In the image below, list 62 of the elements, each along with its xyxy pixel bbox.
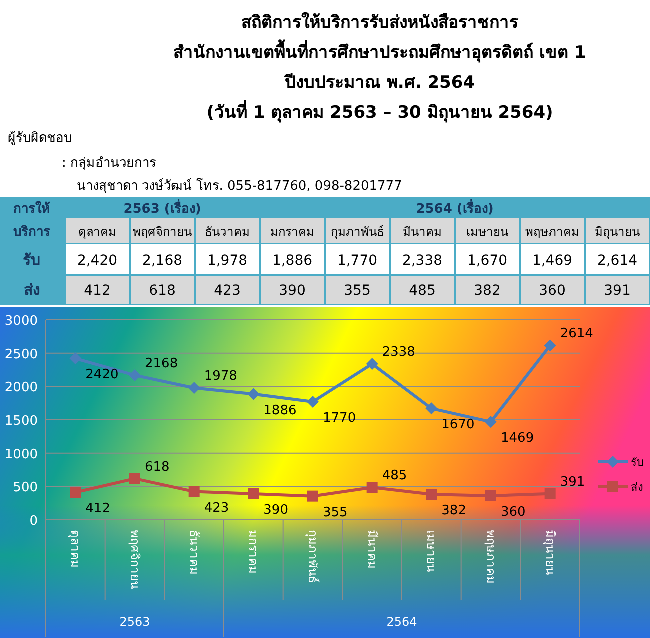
data-label: 2338 xyxy=(382,345,416,360)
table: ตุลาคม พฤศจิกายน ธันวาคม มกราคม กุมภาพันธ์ มีนาคม เมษายน พฤษภาคม มิถุนายน การให้บริการ 2563 (เรื่อง) 2564 (เรื่อง) รับ 2,420 2,168 1,978 1,886 1,770 2,338 1,670 1,469 2,614 ส่ง 412 618 423 390 355 485 382 360 391 xyxy=(0,197,650,305)
x-tick-label: ธันวาคม xyxy=(187,530,202,575)
data-label: 1978 xyxy=(204,369,238,384)
data-label: 391 xyxy=(560,474,586,490)
x-tick-label: พฤษภาคม xyxy=(484,530,498,584)
y-tick-label: 2000 xyxy=(4,380,38,396)
x-tick-label: กุมภาพันธ์ xyxy=(305,530,320,583)
data-label: 2614 xyxy=(560,326,594,342)
x-tick-label: มีนาคม xyxy=(365,530,380,569)
point xyxy=(130,473,140,484)
data-label: 2420 xyxy=(86,368,119,383)
text: 2564 xyxy=(386,615,418,629)
data-label: 360 xyxy=(501,505,526,520)
x-tick-label: มกราคม xyxy=(246,530,261,574)
y-tick-label: 1500 xyxy=(4,414,38,429)
point xyxy=(188,486,200,498)
data-label: 382 xyxy=(442,504,466,519)
chart-subtitle: สำนักงานเขตพื้นที่การศึกษาประถมศึกษาอุตรดิตถ์ เขต 1 ปีงบประมาณ พ.ศ. 2564 (วันที่ 1 ตุลาคม 2563 – 30 มิถุนายน 2564) xyxy=(174,39,586,123)
y-tick-label: 1000 xyxy=(4,447,38,462)
text: : กลุ่มอำนวยการ xyxy=(62,156,157,171)
y-tick-label: 500 xyxy=(13,480,38,496)
text: นางสุชาดา วงษ์วัฒน์ โทร. 055-817760, 098-8201777 xyxy=(77,178,402,194)
point xyxy=(366,358,378,370)
point xyxy=(486,490,496,502)
text: 2563 xyxy=(120,615,150,629)
point xyxy=(70,487,82,498)
point xyxy=(544,488,556,500)
point xyxy=(426,402,438,415)
y-tick-label: 3000 xyxy=(4,314,38,329)
point xyxy=(129,369,141,382)
point xyxy=(248,388,260,400)
point xyxy=(426,489,438,500)
data-label: 423 xyxy=(204,500,230,516)
point xyxy=(248,488,260,500)
point xyxy=(544,340,556,352)
data-label: 1469 xyxy=(501,431,534,446)
x-tick-label: มิถุนายน xyxy=(542,530,558,575)
y-tick-label: 2500 xyxy=(4,347,38,362)
x-tick-label: ตุลาคม xyxy=(68,530,83,568)
point xyxy=(366,482,378,494)
data-label: 485 xyxy=(382,468,408,484)
point xyxy=(70,352,82,365)
point xyxy=(307,396,319,408)
point xyxy=(308,490,318,502)
data-label: 1770 xyxy=(323,411,356,426)
text: ผู้รับผิดชอบ xyxy=(8,131,72,146)
chart-title: สถิติการให้บริการรับส่งหนังสือราชการ xyxy=(242,12,520,33)
data-label: 412 xyxy=(86,502,110,517)
point xyxy=(188,382,200,394)
point xyxy=(485,416,497,428)
y-tick-label: 0 xyxy=(30,514,38,529)
legend-label: รับ xyxy=(631,456,644,469)
data-label: 1886 xyxy=(264,403,297,418)
data-label: 390 xyxy=(264,503,288,518)
x-tick-label: เมษายน xyxy=(424,530,439,572)
data-label: 2168 xyxy=(145,356,178,372)
x-tick-label: พฤศจิกายน xyxy=(128,530,142,589)
data-label: 355 xyxy=(323,505,348,520)
data-label: 618 xyxy=(145,460,170,475)
legend-label: ส่ง xyxy=(631,481,643,494)
data-label: 1670 xyxy=(442,418,475,433)
